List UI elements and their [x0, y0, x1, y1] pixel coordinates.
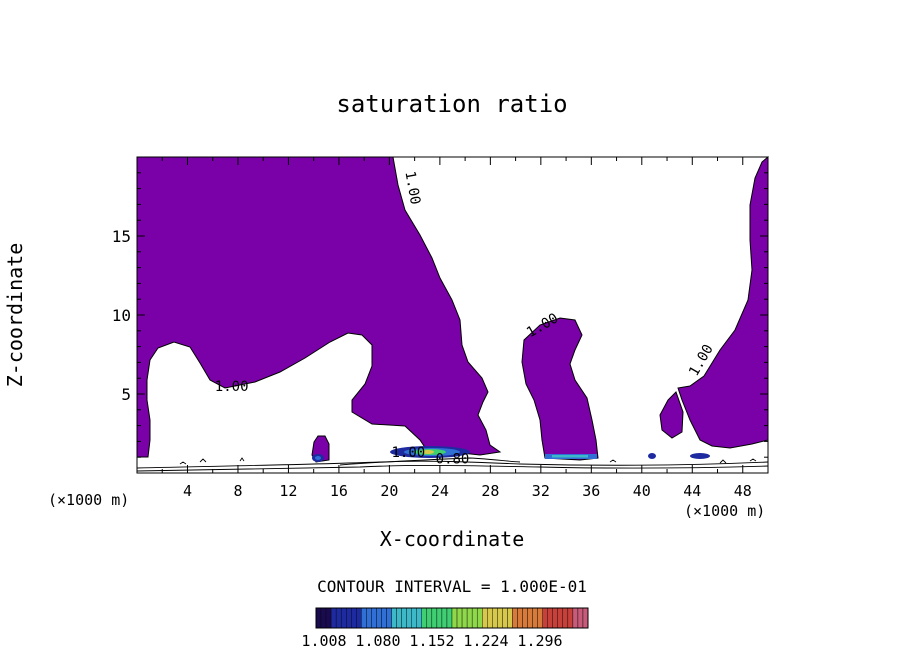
colorbar-swatch — [512, 607, 518, 629]
y-axis-label: Z-coordinate — [3, 243, 27, 388]
colorbar-swatch — [537, 607, 543, 629]
colorbar-swatch — [340, 607, 347, 629]
contour-label-4: 1.00 — [391, 445, 425, 461]
colorbar-swatch — [482, 607, 488, 629]
colorbar-swatch — [381, 607, 387, 629]
x-tick-label-8: 36 — [582, 482, 600, 500]
colorbar-swatch — [502, 607, 508, 629]
colorbar-swatch — [557, 607, 564, 629]
colorbar-swatch — [522, 607, 528, 629]
surface-contour-lines — [136, 457, 769, 472]
x-tick-label-1: 8 — [233, 482, 242, 500]
colorbar-swatch — [361, 607, 367, 629]
colorbar-swatch — [406, 607, 412, 629]
colorbar-swatch — [562, 607, 569, 629]
x-tick-label-0: 4 — [183, 482, 192, 500]
colorbar-swatch — [421, 607, 428, 629]
colorbar-label-3: 1.224 — [463, 632, 508, 650]
colorbar — [315, 607, 589, 629]
supersaturation-region-east — [677, 155, 769, 449]
colorbar-swatch — [351, 607, 357, 629]
colorbar-label-4: 1.296 — [517, 632, 562, 650]
x-tick-label-11: 48 — [734, 482, 752, 500]
high-saturation-patches — [312, 446, 710, 462]
colorbar-swatch — [401, 607, 407, 629]
x-tick-label-5: 24 — [431, 482, 449, 500]
colorbar-swatch — [391, 607, 397, 629]
chart-title: saturation ratio — [336, 90, 567, 118]
x-tick-label-2: 12 — [279, 482, 297, 500]
colorbar-swatch — [426, 607, 433, 629]
colorbar-swatch — [577, 607, 584, 629]
colorbar-swatch — [567, 607, 574, 629]
colorbar-swatch — [572, 607, 579, 629]
supersaturation-blob-east — [659, 391, 684, 439]
colorbar-swatch — [411, 607, 417, 629]
colorbar-label-2: 1.152 — [409, 632, 454, 650]
colorbar-swatch — [366, 607, 372, 629]
colorbar-swatch — [487, 607, 493, 629]
colorbar-swatch — [517, 607, 523, 629]
contour-label-0: 1.00 — [401, 170, 423, 206]
x-axis-label: X-coordinate — [380, 527, 525, 551]
contour-labels: 1.001.001.001.001.00 0.80 — [215, 170, 717, 468]
colorbar-swatch — [371, 607, 377, 629]
y-axis-ticks: 5 10 15 — [112, 172, 768, 458]
colorbar-swatch — [346, 607, 352, 629]
colorbar-frame — [315, 607, 589, 629]
x-tick-label-7: 32 — [532, 482, 550, 500]
colorbar-swatch — [446, 607, 453, 629]
x-axis-ticks: 4 8 12 16 20 24 28 32 36 40 44 48 — [161, 157, 752, 500]
colorbar-swatch — [356, 607, 362, 629]
colorbar-swatch — [456, 607, 463, 629]
colorbar-swatch — [320, 607, 327, 629]
colorbar-swatch — [527, 607, 533, 629]
x-tick-label-10: 44 — [683, 482, 701, 500]
colorbar-swatch — [507, 607, 513, 629]
colorbar-swatch — [471, 607, 478, 629]
contour-label-5: 0.80 — [436, 452, 470, 468]
colorbar-swatch — [386, 607, 392, 629]
colorbar-swatch — [416, 607, 422, 629]
colorbar-swatch — [476, 607, 483, 629]
colorbar-swatch — [396, 607, 402, 629]
x-tick-label-4: 20 — [380, 482, 398, 500]
supersaturation-region-west — [136, 156, 502, 458]
x-tick-label-6: 28 — [481, 482, 499, 500]
supersaturation-region-central — [521, 317, 599, 461]
y-tick-label-0: 5 — [121, 385, 131, 404]
colorbar-swatch — [542, 607, 548, 629]
colorbar-swatch — [547, 607, 553, 629]
y-tick-label-2: 15 — [112, 227, 131, 246]
contour-interval-text: CONTOUR INTERVAL = 1.000E-01 — [317, 577, 587, 596]
colorbar-label-1: 1.080 — [355, 632, 400, 650]
colorbar-swatch — [451, 607, 458, 629]
colorbar-swatch — [552, 607, 558, 629]
colorbar-swatch — [497, 607, 503, 629]
colorbar-swatch — [315, 607, 322, 629]
colorbar-swatch — [441, 607, 448, 629]
colorbar-swatch — [532, 607, 538, 629]
colorbar-labels: 1.008 1.080 1.152 1.224 1.296 — [301, 632, 562, 650]
y-tick-label-1: 10 — [112, 306, 131, 325]
colorbar-swatch — [582, 607, 589, 629]
x-tick-label-9: 40 — [633, 482, 651, 500]
colorbar-label-0: 1.008 — [301, 632, 346, 650]
colorbar-swatch — [335, 607, 342, 629]
colorbar-swatch — [466, 607, 473, 629]
colorbar-swatch — [330, 607, 337, 629]
colorbar-swatch — [431, 607, 438, 629]
colorbar-swatch — [461, 607, 468, 629]
x-unit-right: (×1000 m) — [684, 502, 765, 520]
colorbar-swatch — [376, 607, 382, 629]
colorbar-swatch — [325, 607, 332, 629]
colorbar-swatch — [492, 607, 498, 629]
colorbar-swatch — [436, 607, 443, 629]
x-tick-label-3: 16 — [330, 482, 348, 500]
x-unit-left: (×1000 m) — [48, 491, 129, 509]
contour-label-1: 1.00 — [215, 379, 249, 395]
